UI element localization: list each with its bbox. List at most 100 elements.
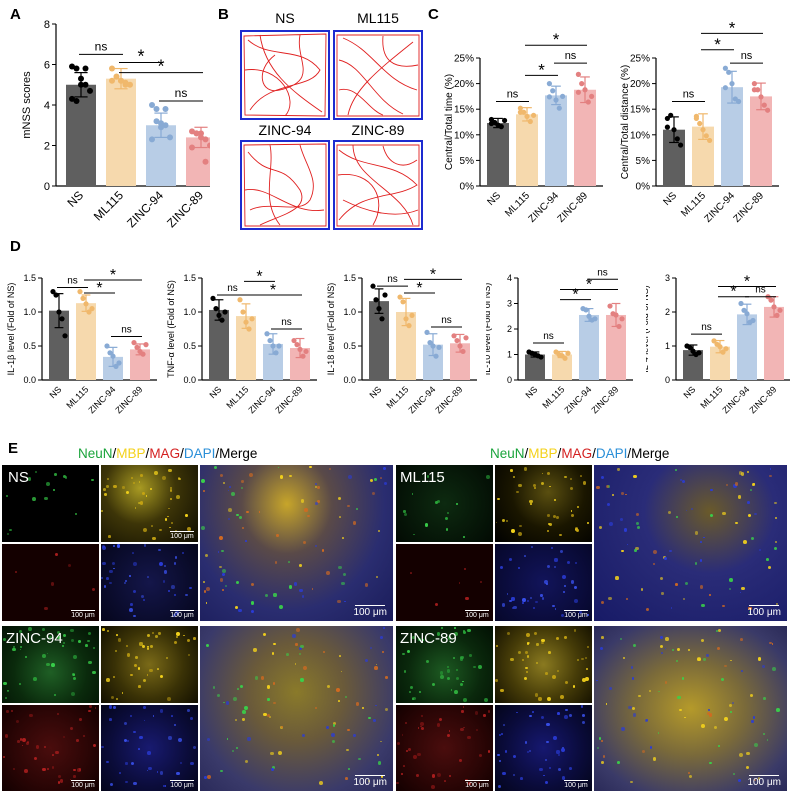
micro-speckle: [623, 528, 628, 532]
micro-speckle: [117, 638, 122, 642]
sig-label: ns: [387, 274, 398, 285]
micro-speckle: [558, 768, 562, 772]
micro-speckle: [355, 507, 358, 510]
micro-speckle: [566, 560, 570, 564]
micro-speckle: [733, 484, 738, 489]
data-point: [193, 130, 200, 137]
micro-speckle: [175, 635, 179, 638]
micro-speckle: [677, 696, 681, 700]
micro-speckle: [58, 775, 61, 779]
data-point: [406, 323, 412, 329]
data-point: [131, 340, 137, 346]
micro-speckle: [769, 474, 773, 478]
data-point: [149, 102, 155, 108]
micro-speckle: [108, 535, 111, 538]
micro-speckle: [331, 732, 336, 737]
micro-speckle: [54, 473, 57, 477]
micro-speckle: [174, 556, 178, 559]
micro-speckle: [620, 727, 625, 732]
sig-label: *: [714, 35, 721, 54]
micro-speckle: [675, 515, 679, 519]
micro-speckle: [245, 759, 249, 763]
micro-speckle: [164, 518, 168, 521]
y-axis-label: Central/Total distance (%): [620, 65, 631, 180]
data-point: [219, 317, 225, 323]
scalebar-label: 100 μm: [71, 612, 95, 619]
data-point: [297, 346, 303, 352]
micro-speckle: [570, 580, 574, 584]
micro-speckle: [205, 554, 209, 558]
panel-e-legend-right: NeuN/MBP/MAG/DAPI/Merge: [490, 446, 669, 461]
micro-speckle: [225, 701, 230, 705]
micro-speckle: [718, 628, 722, 632]
micro-speckle: [178, 738, 183, 743]
micro-speckle: [21, 744, 24, 747]
micro-speckle: [76, 738, 79, 742]
micro-speckle: [406, 750, 409, 753]
chart-il1b: 0.0 0.5 1.0 1.5 IL-1β level (Fold of NS) NS ML…: [6, 267, 157, 415]
micro-speckle: [168, 507, 171, 510]
micro-speckle: [221, 572, 225, 577]
micro-speckle: [709, 761, 712, 765]
data-point: [127, 81, 133, 88]
sig-label: ns: [441, 315, 452, 326]
data-point: [619, 316, 625, 322]
micro-speckle: [129, 575, 132, 578]
data-point: [427, 340, 433, 346]
micro-speckle: [454, 690, 459, 695]
micro-speckle: [625, 597, 628, 600]
micro-speckle: [700, 540, 702, 543]
micro-speckle: [516, 711, 519, 714]
micro-speckle: [434, 602, 439, 606]
micro-speckle: [541, 639, 545, 643]
micro-speckle: [329, 468, 332, 471]
micro-speckle: [180, 761, 183, 764]
trace-ml115: [333, 30, 423, 120]
micro-speckle: [463, 568, 466, 571]
micro-speckle: [703, 658, 706, 661]
micro-speckle: [554, 566, 557, 569]
micro-speckle: [372, 492, 376, 496]
micro-speckle: [560, 550, 564, 554]
micro-speckle: [404, 721, 408, 725]
micro-speckle: [52, 488, 56, 491]
micro-speckle: [134, 663, 138, 667]
micro-speckle: [377, 529, 381, 533]
bar-zinc-94: [423, 344, 443, 380]
y-tick-label: 0.5: [23, 341, 36, 351]
micro-speckle: [138, 501, 141, 505]
micro-speckle: [6, 532, 9, 535]
micro-speckle: [6, 710, 9, 713]
data-point: [586, 313, 592, 319]
data-point: [693, 115, 699, 122]
x-tick-label: ML115: [698, 384, 724, 410]
micro-speckle: [529, 502, 533, 505]
sig-label: *: [96, 280, 102, 297]
micro-speckle: [24, 656, 27, 659]
micro-speckle: [300, 678, 304, 682]
micro-speckle: [754, 743, 759, 748]
micro-speckle: [652, 562, 655, 565]
data-point: [109, 65, 115, 72]
sig-label: *: [256, 268, 262, 285]
micro-speckle: [453, 632, 458, 637]
micro-speckle: [697, 657, 701, 662]
micro-speckle: [400, 773, 404, 776]
data-point: [370, 283, 376, 289]
micro-speckle: [554, 558, 558, 562]
micro-speckle: [431, 682, 436, 687]
micro-speckle: [384, 676, 388, 679]
y-tick-label: 0%: [460, 182, 475, 193]
chart-central-time: 0% 5% 10% 15% 20% 25% Central/Total time (%) NS…: [444, 30, 603, 225]
micro-speckle: [619, 637, 623, 641]
micro-speckle: [346, 748, 349, 752]
data-point: [276, 343, 282, 349]
micro-speckle: [533, 486, 536, 489]
micro-speckle: [309, 465, 312, 468]
micro-speckle: [125, 780, 128, 784]
micro-speckle: [380, 775, 384, 778]
micro-speckle: [420, 725, 422, 728]
bar-zinc-94: [721, 87, 743, 186]
micro-speckle: [412, 533, 415, 536]
micro-speckle: [205, 643, 209, 647]
